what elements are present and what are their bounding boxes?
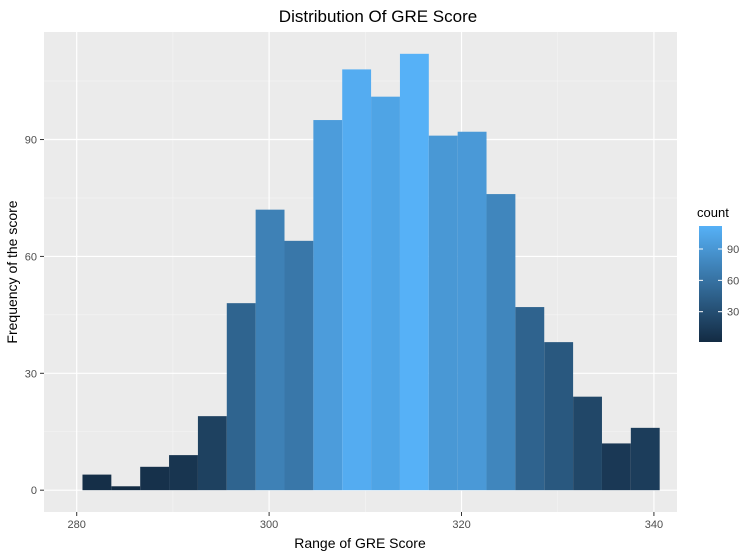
histogram-bar xyxy=(140,466,170,491)
histogram-bar xyxy=(226,303,256,491)
histogram-bar xyxy=(82,474,112,491)
legend-tick-label: 60 xyxy=(727,275,739,287)
x-tick-label: 340 xyxy=(645,519,663,531)
legend-colorbar xyxy=(699,226,722,342)
histogram-bar xyxy=(457,131,487,491)
histogram-bar xyxy=(486,194,516,491)
x-tick-label: 320 xyxy=(452,519,470,531)
legend-title: count xyxy=(697,205,729,220)
histogram-bars xyxy=(82,53,660,491)
histogram-bar xyxy=(544,342,574,491)
y-tick-label: 30 xyxy=(25,368,37,380)
y-tick-label: 0 xyxy=(31,485,37,497)
color-legend: count 30 60 90 xyxy=(697,205,739,342)
histogram-bar xyxy=(255,209,285,491)
legend-tick-label: 30 xyxy=(727,307,739,319)
histogram-bar xyxy=(399,53,429,491)
y-axis: 0 30 60 90 xyxy=(25,135,44,497)
histogram-bar xyxy=(169,455,198,491)
x-axis-label: Range of GRE Score xyxy=(294,535,426,551)
y-axis-label: Frequency of the score xyxy=(4,200,20,343)
histogram-bar xyxy=(371,96,400,491)
histogram-bar xyxy=(342,69,372,491)
chart-title: Distribution Of GRE Score xyxy=(279,7,477,26)
x-tick-label: 280 xyxy=(68,519,86,531)
legend-tick-label: 90 xyxy=(727,244,739,256)
histogram-bar xyxy=(313,120,343,491)
y-tick-label: 90 xyxy=(25,135,37,147)
histogram-bar xyxy=(630,427,660,491)
histogram-bar xyxy=(601,443,631,491)
histogram-bar xyxy=(428,135,458,491)
x-tick-label: 300 xyxy=(260,519,278,531)
y-tick-label: 60 xyxy=(25,251,37,263)
histogram-bar xyxy=(515,307,545,491)
histogram-bar xyxy=(284,240,314,491)
histogram-bar xyxy=(197,416,227,491)
x-axis: 280 300 320 340 xyxy=(68,512,663,531)
histogram-bar xyxy=(573,396,602,491)
histogram-bar xyxy=(111,486,141,491)
